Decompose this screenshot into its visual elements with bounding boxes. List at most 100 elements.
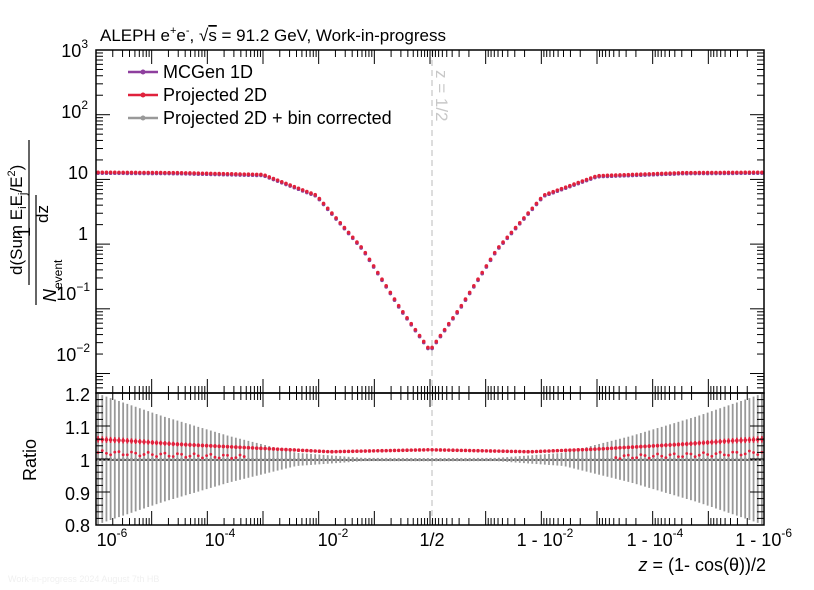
ratio-projected-edge-point (242, 455, 246, 458)
ratio-projected-edge-point (113, 450, 117, 454)
ratio-bin-corrected-point (129, 457, 133, 461)
ratio-ytick-0.8: 0.8 (65, 516, 90, 536)
ratio-bin-corrected-point (668, 457, 672, 461)
ratio-projected-edge-point (134, 451, 138, 455)
series-1-point (543, 192, 547, 197)
ratio-bin-corrected-point (276, 457, 280, 461)
ratio-projected-edge-point (693, 455, 697, 459)
ratio-projected-edge-point (176, 452, 179, 456)
ratio-projected-point (680, 442, 685, 447)
ratio-projected-point (309, 449, 313, 453)
series-1-point (117, 170, 121, 175)
ratio-projected-edge-point (130, 450, 133, 454)
ratio-projected-edge-point (651, 454, 655, 458)
ratio-projected-edge-point (221, 453, 225, 457)
ratio-bin-corrected-point (326, 457, 330, 461)
series-1-point (438, 333, 443, 338)
ratio-projected-point (588, 447, 593, 452)
series-1-point (459, 303, 464, 308)
ratio-projected-point (509, 449, 514, 454)
main-x-ticks (95, 50, 765, 393)
ratio-projected-point (718, 439, 722, 444)
series-1-point (710, 170, 714, 175)
ratio-projected-edge-point (647, 456, 651, 460)
ratio-bin-corrected-point (430, 458, 434, 462)
ratio-projected-point (722, 439, 727, 444)
series-1-point (455, 310, 459, 314)
ratio-projected-edge-point (614, 456, 618, 459)
ratio-projected-edge-point (163, 451, 167, 455)
ratio-bin-corrected-point (380, 458, 384, 462)
ratio-bin-corrected-point (113, 457, 117, 461)
ratio-series-group (96, 393, 764, 525)
ratio-projected-point (593, 447, 597, 451)
main-y-ticks (96, 49, 764, 394)
ratio-bin-corrected-point (518, 457, 522, 461)
ratio-bin-corrected-point (226, 457, 230, 461)
ratio-projected-point (279, 447, 284, 452)
ratio-ytick-0.9: 0.9 (65, 484, 90, 504)
ratio-projected-point (338, 449, 343, 454)
ratio-bin-corrected-point (418, 458, 422, 462)
legend-dot-mcgen (140, 69, 146, 75)
ratio-projected-edge-point (155, 455, 158, 458)
ratio-bin-corrected-point (163, 457, 167, 461)
series-1-point (342, 225, 347, 230)
ratio-projected-edge-point (226, 453, 229, 457)
legend-label-projected: Projected 2D (163, 85, 267, 105)
ratio-projected-point (547, 449, 551, 453)
ratio-projected-point (334, 449, 338, 454)
ratio-projected-edge-point (138, 454, 142, 458)
series-1 (96, 170, 764, 350)
ratio-projected-edge-point (105, 451, 108, 455)
series-1-point (588, 176, 593, 180)
ratio-projected-point (171, 442, 176, 446)
ratio-projected-point (643, 444, 647, 449)
ratio-projected-point (701, 440, 706, 445)
ratio-projected-edge-point (735, 450, 739, 454)
ratio-projected-edge-point (710, 454, 714, 458)
ratio-projected-point (188, 443, 192, 447)
ratio-bin-corrected-point (146, 457, 150, 461)
ratio-projected-edge-point (100, 449, 104, 453)
ratio-projected-point (572, 448, 576, 452)
ratio-bin-corrected-point (372, 458, 376, 462)
ratio-projected-edge-point (685, 452, 689, 455)
ratio-projected-point (342, 449, 347, 454)
series-1-point (104, 170, 109, 175)
ratio-bin-corrected-point (693, 457, 697, 461)
ratio-projected-point (225, 444, 230, 449)
ratio-bin-corrected-point (205, 457, 209, 461)
ratio-projected-point (613, 446, 618, 450)
ratio-bin-corrected-point (263, 457, 267, 461)
ratio-projected-point (138, 439, 142, 444)
series-1-point (630, 172, 635, 177)
ratio-projected-edge-point (142, 453, 146, 456)
ratio-projected-point (317, 449, 322, 454)
ratio-bin-corrected-point (313, 457, 317, 461)
series-1-point (735, 170, 739, 175)
ratio-projected-point (697, 441, 702, 445)
ratio-projected-edge-point (238, 453, 242, 457)
series-1-point (730, 170, 735, 175)
series-1-point (246, 172, 251, 177)
xtick-label-1m1e-2: 1 - 10-2 (517, 526, 574, 550)
ratio-projected-edge-point (643, 454, 647, 457)
ratio-projected-edge-point (150, 453, 154, 457)
ratio-bin-corrected-point (714, 457, 718, 461)
series-1-point (467, 290, 472, 295)
series-1-point (705, 170, 710, 175)
ratio-bin-corrected-point (643, 457, 647, 461)
ratio-projected (96, 436, 764, 454)
series-1-point (743, 170, 748, 175)
ratio-bin-corrected-point (238, 457, 242, 461)
ratio-bin-corrected-point (626, 457, 630, 461)
ratio-projected-point (296, 448, 301, 452)
ratio-projected-point (538, 449, 543, 454)
ratio-bin-corrected-point (188, 457, 192, 461)
ratio-bin-corrected-point (509, 457, 513, 461)
ratio-bin-corrected-point (363, 458, 367, 462)
ratio-projected-point (438, 448, 443, 452)
series-1-point (559, 186, 564, 191)
ratio-bin-corrected-point (280, 457, 284, 461)
